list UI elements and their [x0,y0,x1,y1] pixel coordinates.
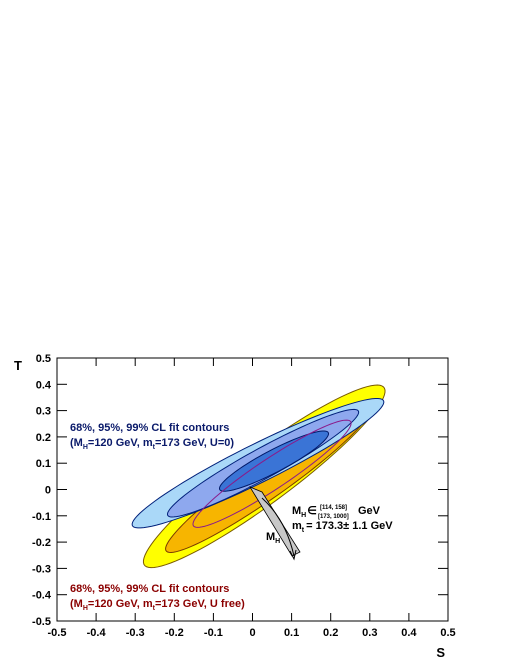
text: H [301,512,306,519]
y-tick-label: 0.4 [36,379,52,391]
x-tick-label: -0.4 [87,627,107,639]
text: (M [70,598,83,610]
text: ∈ [307,505,317,517]
sm-arrow [261,497,295,557]
axes: -0.5 -0.4 -0.3 -0.2 -0.1 0 0.1 0.2 0.3 0.4 0.5 -0.5… [32,353,456,639]
contour [192,419,352,528]
x-tick-label: -0.3 [126,627,145,639]
annotation: GeV [358,505,381,517]
legend-title: 68%, 95%, 99% CL fit contours [70,422,229,434]
x-tick-label: 0.4 [401,627,417,639]
y-tick-label: -0.5 [32,616,51,628]
x-tick-label: 0.5 [440,627,455,639]
text: =120 GeV, m [88,598,153,610]
y-tick-label: 0.3 [36,406,51,418]
sm-band [249,486,301,557]
text: (M [70,437,83,449]
annotation: [114, 158] [320,505,347,511]
x-tick-label: 0.3 [362,627,377,639]
annotation: MH∈ [292,505,317,519]
text: = 173.3± 1.1 GeV [306,520,393,532]
text: t [302,527,305,534]
y-tick-label: -0.2 [32,537,51,549]
text: t [153,605,156,612]
text: t [153,444,156,451]
annotation: mt = 173.3± 1.1 GeV [292,520,393,534]
annotation: MH [266,531,280,545]
x-tick-label: -0.2 [165,627,184,639]
x-tick-label: 0 [249,627,255,639]
x-tick-label: -0.1 [204,627,223,639]
y-tick-label: -0.1 [32,511,51,523]
legend-entry: (MH=120 GeV, mt=173 GeV, U free) [70,598,245,612]
y-tick-label: 0 [45,485,51,497]
text: =120 GeV, m [88,437,153,449]
text: H [275,538,280,545]
y-tick-label: -0.4 [32,590,52,602]
y-axis-label: T [14,358,22,373]
y-tick-label: 0.2 [36,432,51,444]
text: =173 GeV, U free) [155,598,245,610]
text: M [292,505,301,517]
legend-entry: (MH=120 GeV, mt=173 GeV, U=0) [70,437,234,451]
x-tick-label: 0.2 [323,627,338,639]
x-axis-label: S [436,645,445,660]
text: H [83,605,88,612]
x-tick-label: -0.5 [48,627,67,639]
sm-arrowhead [289,549,297,561]
contour [218,430,330,492]
text: H [83,444,88,451]
x-tick-label: 0.1 [284,627,299,639]
y-tick-label: 0.1 [36,458,51,470]
y-tick-label: 0.5 [36,353,51,365]
text: =173 GeV, U=0) [155,437,234,449]
y-tick-label: -0.3 [32,563,51,575]
legend-title: 68%, 95%, 99% CL fit contours [70,583,229,595]
annotation: [173, 1000] [318,514,349,520]
text: M [266,531,275,543]
contours [131,384,386,569]
text: m [292,520,302,532]
